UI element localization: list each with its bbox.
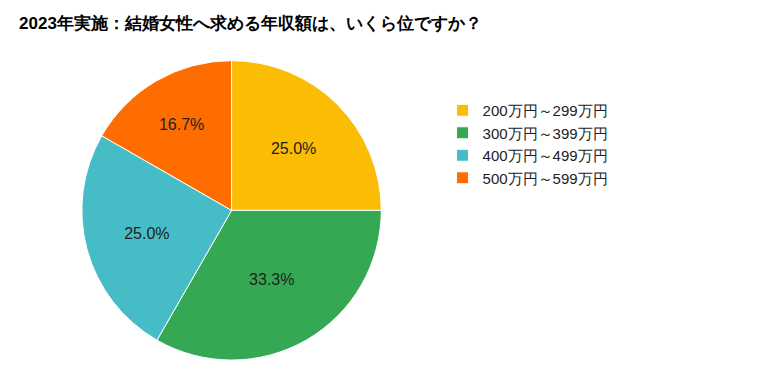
svg-text:300万円～399万円: 300万円～399万円 [483, 125, 608, 142]
svg-text:16.7%: 16.7% [159, 116, 204, 133]
svg-text:25.0%: 25.0% [271, 140, 316, 157]
svg-text:33.3%: 33.3% [249, 271, 294, 288]
svg-text:400万円～499万円: 400万円～499万円 [483, 147, 608, 164]
svg-text:500万円～599万円: 500万円～599万円 [483, 170, 608, 187]
svg-text:25.0%: 25.0% [124, 225, 169, 242]
svg-text:200万円～299万円: 200万円～299万円 [483, 102, 608, 119]
svg-text:2023年実施：結婚女性へ求める年収額は、いくら位ですか？: 2023年実施：結婚女性へ求める年収額は、いくら位ですか？ [19, 14, 482, 33]
